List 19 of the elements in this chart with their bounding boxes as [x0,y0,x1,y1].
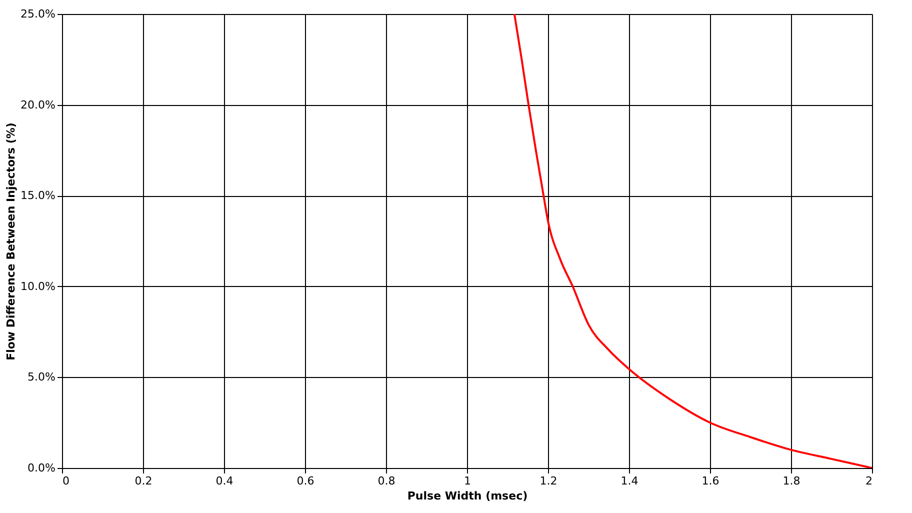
x-tick-label: 1.6 [702,474,720,488]
y-tick-label: 10.0% [20,280,56,293]
y-tick-label: 20.0% [20,98,56,112]
x-tick-label: 0.6 [296,474,314,488]
x-tick-label: 1.8 [782,474,800,488]
x-tick-label: 0.2 [134,474,152,488]
x-tick-label: 1 [464,474,471,488]
x-tick-label: 2 [866,474,872,488]
y-tick-label: 5.0% [28,370,56,384]
x-tick-label: 0.8 [378,474,396,488]
x-tick-label: 1.2 [540,474,558,488]
y-tick-label: 25.0% [20,8,56,20]
y-tick-label: 15.0% [20,189,56,202]
y-tick-label: 0.0% [28,462,56,474]
x-tick-label: 0 [62,474,70,488]
y-axis-title: Flow Difference Between Injectors (%) [4,122,18,360]
x-tick-label: 1.4 [620,474,638,488]
x-tick-label: 0.4 [216,474,234,488]
x-axis-title: Pulse Width (msec) [407,490,528,502]
